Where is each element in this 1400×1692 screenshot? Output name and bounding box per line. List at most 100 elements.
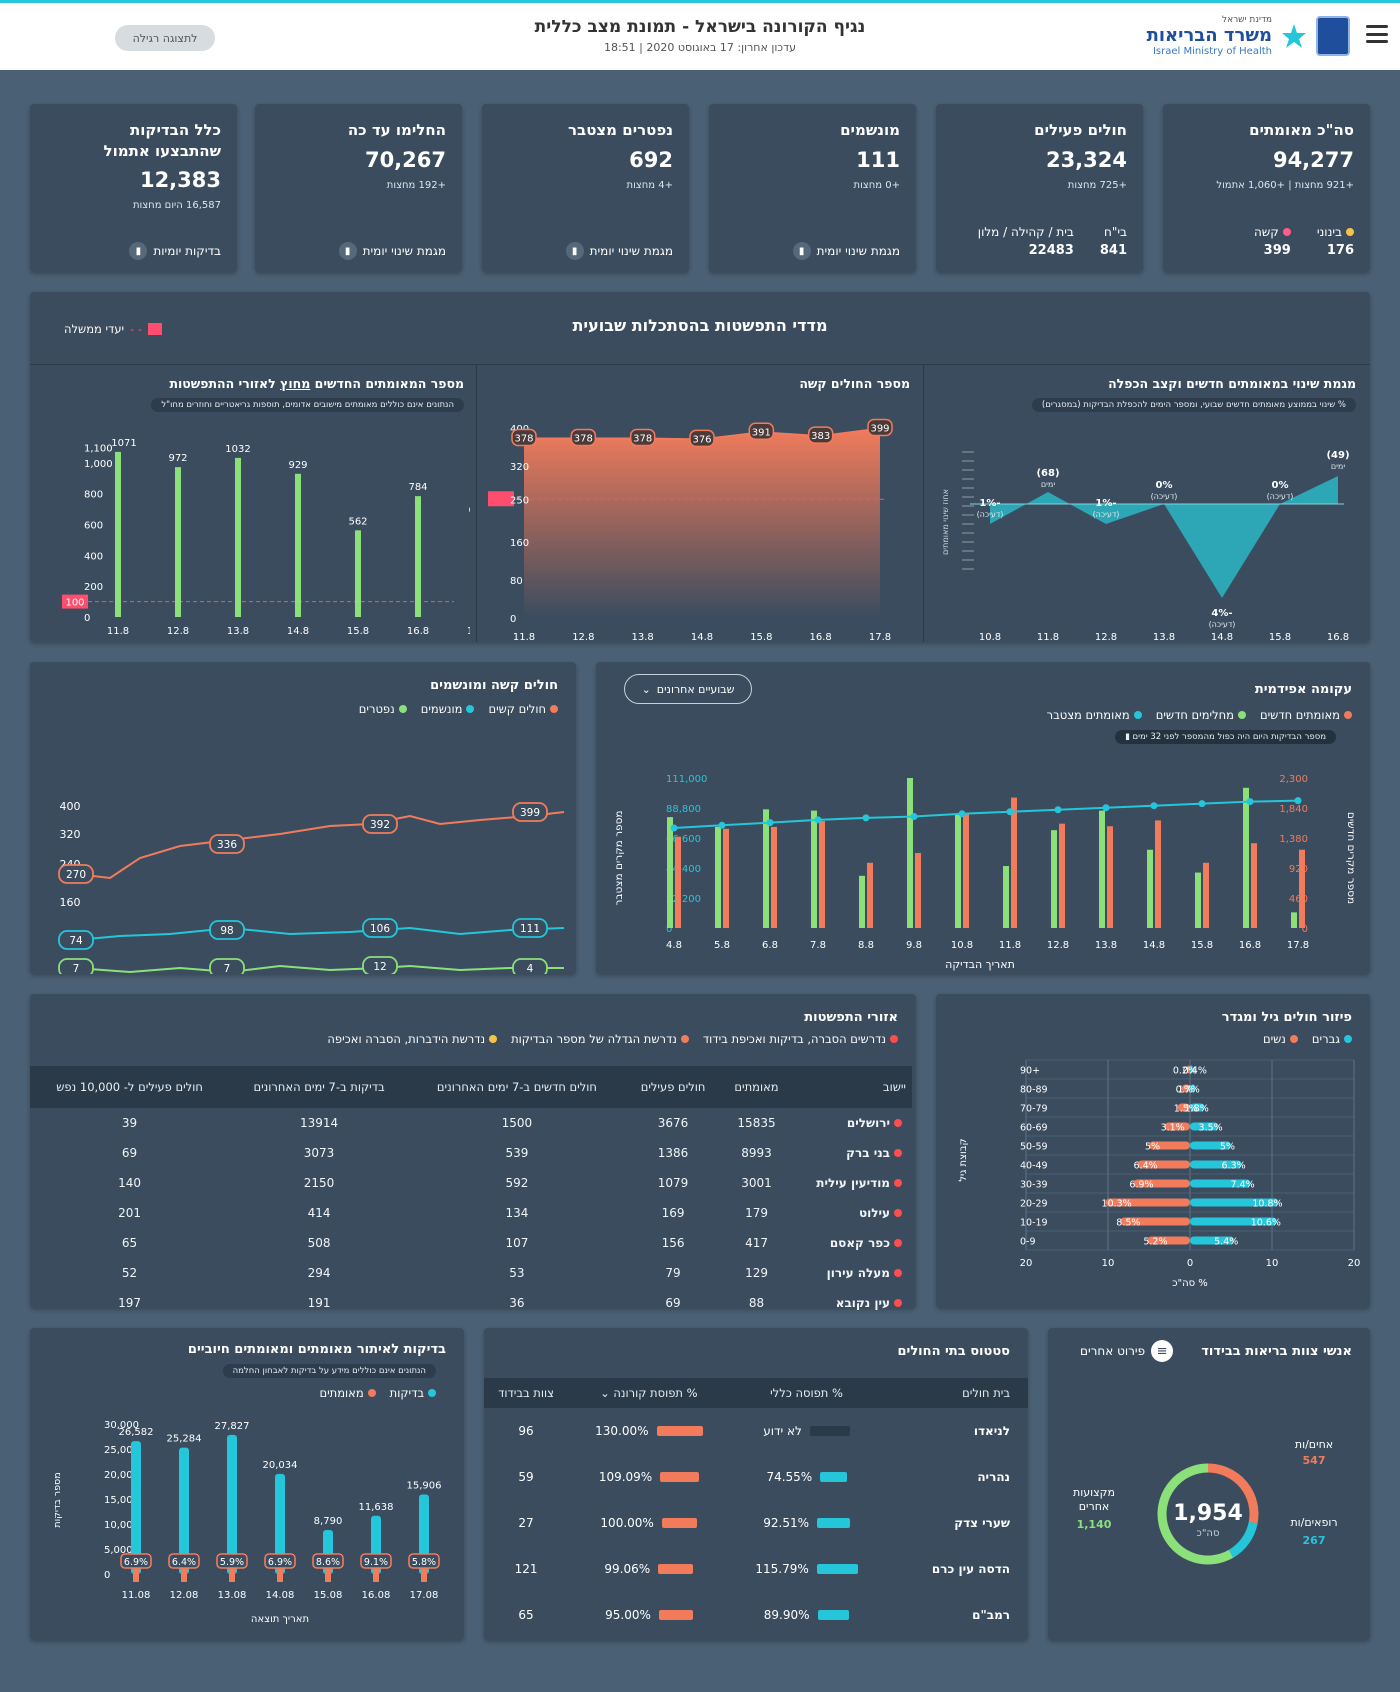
table-row[interactable]: ירושלים 15835 3676 1500 13914 39 xyxy=(30,1108,912,1138)
regular-view-button[interactable]: לתצוגה רגילה xyxy=(115,25,215,51)
severe-label: 392 xyxy=(370,819,390,831)
dead-box xyxy=(512,958,548,974)
spread-col-header[interactable]: חולים פעילים ל- 10,000 נפש xyxy=(30,1066,230,1108)
table-row[interactable]: שערי צדק 92.51% 100.00% 27 xyxy=(484,1500,1028,1546)
mild-value: 176 xyxy=(1326,243,1354,258)
spread-col-header[interactable]: יישוב xyxy=(791,1066,912,1108)
epi-recovered-bar xyxy=(1147,849,1153,928)
table-row[interactable]: נהריה 74.55% 109.09% 59 xyxy=(484,1454,1028,1500)
positive-dot-icon xyxy=(367,1389,376,1397)
hospital-col-header[interactable]: % תפוסת קורונה ⌄ xyxy=(568,1378,730,1408)
menu-icon[interactable] xyxy=(1366,25,1388,43)
corona-occupancy-cell: 95.00% xyxy=(568,1592,730,1638)
daily-trend-button[interactable]: מגמת שינוי יומית ▮ xyxy=(338,242,446,260)
men-label: 0.2% xyxy=(1173,1066,1197,1077)
change-x-tick: 14.8 xyxy=(1211,632,1233,642)
outside-y-tick: 200 xyxy=(84,582,103,593)
daily-trend-button[interactable]: מגמת שינוי יומית ▮ xyxy=(792,242,900,260)
change-sublabel: ימים xyxy=(1041,480,1056,489)
pct-box xyxy=(312,1553,344,1569)
table-row[interactable]: לניאדו לא ידוע 130.00% 96 xyxy=(484,1408,1028,1454)
severe-box xyxy=(209,834,245,854)
city-name: כפר קאסם xyxy=(792,1228,912,1258)
tests-panel: בדיקות לאיתור מאומתים ומאומתים חיוביים ה… xyxy=(30,1328,464,1640)
epi-title: עקומה אפידמית xyxy=(1254,682,1352,697)
page-title: נגיף הקורונה בישראל - תמונת מצב כללית xyxy=(534,17,866,37)
epi-right-tick: 1,380 xyxy=(1279,834,1308,845)
daily-trend-button[interactable]: מגמת שינוי יומית ▮ xyxy=(565,242,673,260)
age-x-tick: 0 xyxy=(1187,1258,1193,1269)
epi-x-tick: 10.8 xyxy=(951,940,973,951)
epi-recovered-bar xyxy=(907,778,913,928)
table-row[interactable]: מעלה עירון 129 79 53 294 52 xyxy=(30,1258,912,1288)
vent-label: 106 xyxy=(370,923,390,935)
spread-col-header[interactable]: מאומתים xyxy=(721,1066,792,1108)
other-value: 1,140 xyxy=(1077,1518,1112,1531)
change-label: (49) xyxy=(1326,450,1349,461)
vent-dot-icon xyxy=(466,705,475,713)
table-row[interactable]: רמב"ם 89.90% 95.00% 65 xyxy=(484,1592,1028,1638)
weekly-section: מדדי התפשטות בהסתכלות שבועית - - יעדי ממש… xyxy=(30,292,1370,642)
dead-dot-icon xyxy=(398,705,407,713)
epi-right-tick: 0 xyxy=(1302,924,1308,935)
hospital-col-header[interactable]: % תפוסה כללי xyxy=(729,1378,884,1408)
pct-box xyxy=(408,1553,440,1569)
spread-col-header[interactable]: חולים חדשים ב-7 ימים האחרונים xyxy=(408,1066,625,1108)
severe-y-tick: 320 xyxy=(510,462,529,473)
period-dropdown[interactable]: שבועיים אחרונים ⌄ xyxy=(624,674,752,704)
general-occupancy-bar xyxy=(816,1563,858,1574)
hospital-col-header[interactable]: בית חולים xyxy=(883,1378,1028,1408)
outside-y-tick: 600 xyxy=(84,521,103,532)
epi-x-tick: 16.8 xyxy=(1239,940,1261,951)
corona-occupancy-cell: 99.06% xyxy=(568,1546,730,1592)
change-x-tick: 16.8 xyxy=(1327,632,1349,642)
table-row[interactable]: מודיעין עילית 3001 1079 592 2150 140 xyxy=(30,1168,912,1198)
hospital-col-header[interactable]: צוות בבידוד xyxy=(484,1378,569,1408)
cell-value: 294 xyxy=(307,1266,331,1280)
list-icon: ≡ xyxy=(1151,1340,1174,1362)
severe-vent-panel: חולים קשה ומונשמים חולים קשים מונשמים נפ… xyxy=(30,662,576,974)
severe-box xyxy=(362,814,398,834)
epi-confirmed-bar xyxy=(915,853,921,928)
severe-area xyxy=(524,428,880,618)
cell-value: 169 xyxy=(661,1206,685,1220)
general-occupancy-value: 89.90% xyxy=(763,1607,810,1622)
daily-tests-button[interactable]: בדיקות יומיות ▮ xyxy=(129,242,221,260)
cell-value: 592 xyxy=(505,1176,529,1190)
kpi-value: 12,383 xyxy=(139,168,221,192)
table-row[interactable]: עין נקובא 88 69 36 191 197 xyxy=(30,1288,912,1318)
last-updated: עדכון אחרון: 17 באוגוסט 2020 | 18:51 xyxy=(603,41,797,54)
table-row[interactable]: כפר קאסם 417 156 107 508 65 xyxy=(30,1228,912,1258)
mild-label: בינוני xyxy=(1316,225,1342,239)
others-detail-button[interactable]: ≡ פירוט אחרים xyxy=(1080,1340,1174,1362)
other-arc xyxy=(1157,1463,1234,1565)
table-row[interactable]: הדסה עין כרם 115.79% 99.06% 121 xyxy=(484,1546,1028,1592)
cell-value: 134 xyxy=(505,1206,529,1220)
age-group-label: 30-39 xyxy=(1020,1180,1048,1191)
kpi-title: מונשמים xyxy=(840,121,900,139)
outside-bar xyxy=(235,457,241,617)
cell-value: 539 xyxy=(505,1146,529,1160)
outside-bar-label: 635 xyxy=(468,505,470,516)
spread-col-header[interactable]: בדיקות ב-7 ימים האחרונים xyxy=(229,1066,409,1108)
women-bar xyxy=(1133,1179,1190,1188)
age-legend: גברים נשים xyxy=(1263,1032,1352,1046)
outside-bar-label: 929 xyxy=(288,460,307,471)
severe-x-tick: 12.8 xyxy=(572,632,594,642)
age-group-label: 70-79 xyxy=(1020,1104,1048,1115)
epi-ylabel-right: מספר מקרים חדשים xyxy=(1345,812,1357,904)
table-row[interactable]: עילוט 179 169 134 414 201 xyxy=(30,1198,912,1228)
table-row[interactable]: בני ברק 8993 1386 539 3073 69 xyxy=(30,1138,912,1168)
pct-label: 5.9% xyxy=(220,1557,244,1568)
cell-value: 3676 xyxy=(657,1116,689,1130)
outside-bar-label: 1071 xyxy=(111,438,136,449)
spread-col-header[interactable]: חולים פעילים xyxy=(624,1066,722,1108)
trend-button-label: מגמת שינוי יומית xyxy=(362,244,446,258)
outside-y-tick: 800 xyxy=(84,490,103,501)
women-bar xyxy=(1186,1065,1190,1074)
bar-chart-icon: ▮ xyxy=(129,242,148,260)
change-label: -4% xyxy=(1211,608,1232,619)
staff-isolation: 65 xyxy=(518,1608,534,1622)
tests-y-tick: 15,000 xyxy=(104,1495,139,1506)
tests-dot-icon xyxy=(428,1389,436,1397)
